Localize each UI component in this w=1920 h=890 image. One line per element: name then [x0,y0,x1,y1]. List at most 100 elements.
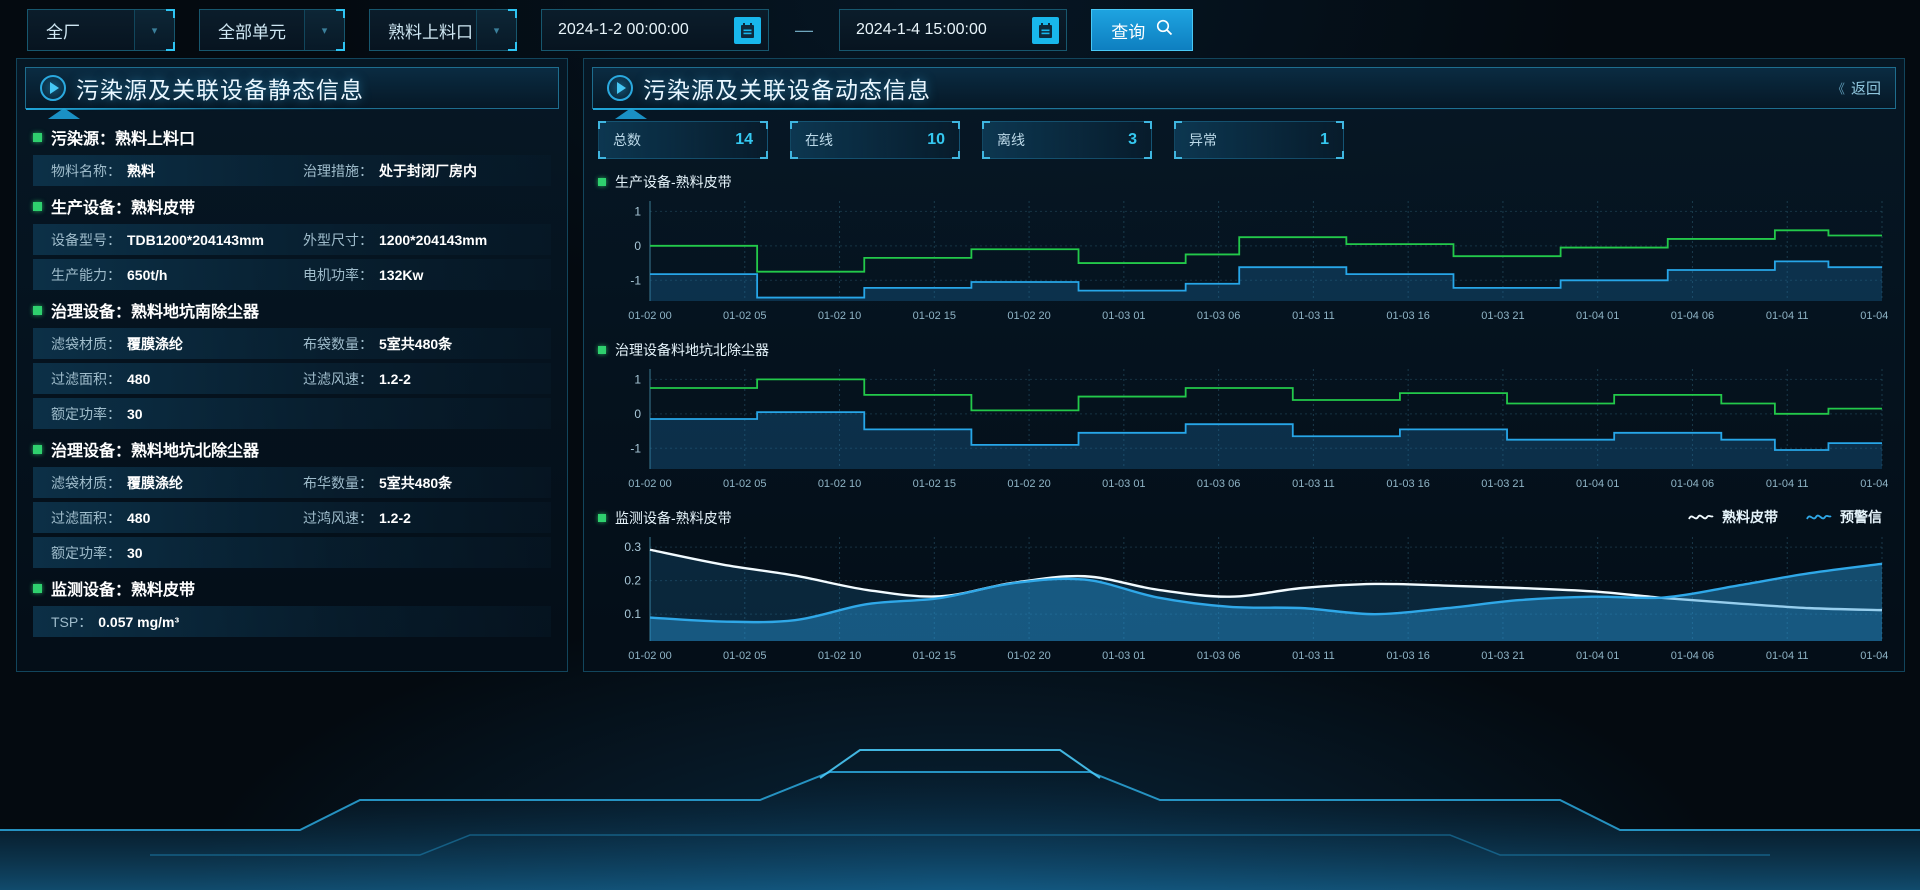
x-axis-tick-label: 01-04 15 [1860,310,1888,322]
info-label: 滤袋材质： [51,474,121,491]
info-cell: 额定功率： 30 [51,404,303,424]
source-select[interactable]: 熟料上料口 ▾ [369,9,517,51]
info-label: 过滤面积： [51,509,121,526]
info-cell: 布华数量： 5室共480条 [303,473,452,493]
x-axis-tick-label: 01-04 11 [1766,650,1809,662]
corner-accent [1144,151,1152,159]
status-badge-label: 在线 [805,132,833,148]
calendar-icon[interactable] [734,17,761,44]
status-badge-label: 总数 [613,132,641,148]
bullet-square-icon [598,514,606,522]
chevron-down-icon[interactable]: ▾ [134,10,174,50]
info-label: 物料名称： [51,162,121,179]
dynamic-info-header: 污染源及关联设备动态信息 《 返回 [592,67,1896,119]
info-value: 1.2-2 [379,370,411,387]
group-heading-label: 生产设备：熟料皮带 [51,200,196,217]
series-line [650,229,1882,273]
x-axis-tick-label: 01-04 06 [1671,478,1714,490]
x-axis-tick-label: 01-03 01 [1102,310,1145,322]
status-badge[interactable]: 异常 1 [1174,121,1344,159]
start-time-input[interactable]: 2024-1-2 00:00:00 [541,9,769,51]
chart-legend: 熟料皮带 预警信 [1688,507,1882,527]
plant-select[interactable]: 全厂 ▾ [27,9,175,51]
x-axis-tick-label: 01-03 21 [1481,478,1524,490]
x-axis-tick-label: 01-02 15 [913,310,956,322]
info-label: 过滤面积： [51,370,121,387]
group-heading-label: 治理设备：熟料地坑南除尘器 [51,304,260,321]
back-button-label: 返回 [1850,80,1881,98]
y-axis-tick-label: 0.1 [624,607,641,621]
legend-label: 熟料皮带 [1722,509,1778,525]
query-button[interactable]: 查询 [1091,9,1193,51]
status-badge[interactable]: 在线 10 [790,121,960,159]
bullet-square-icon [33,132,42,142]
x-axis-tick-label: 01-03 11 [1292,650,1335,662]
info-value: 覆膜涤纶 [127,335,183,352]
series-area [650,412,1882,469]
x-axis-tick-label: 01-03 06 [1197,310,1240,322]
chart-title: 生产设备-熟料皮带 [615,174,732,190]
corner-accent [982,121,990,129]
info-cell: 生产能力： 650t/h [51,265,303,285]
info-row: 过滤面积： 480 过鸿风速： 1.2-2 [33,502,551,533]
series-area [650,261,1882,301]
x-axis-tick-label: 01-02 10 [818,478,861,490]
info-cell: 物料名称： 熟料 [51,161,303,181]
calendar-icon[interactable] [1032,17,1059,44]
chart-block: 治理设备料地坑北除尘器 01-02 00 01-02 05 01-02 10 01-02… [598,339,1890,495]
bullet-square-icon [33,444,42,454]
status-badge-label: 异常 [1189,132,1217,148]
series-line [649,548,1883,612]
chart-plot: 01-02 00 01-02 05 01-02 10 01-02 15 01-02 20… [624,537,1888,662]
page-title: 污染源及关联设备静态信息 [76,77,364,103]
bullet-square-icon [598,178,606,186]
info-value: 132Kw [379,266,424,283]
corner-accent [982,151,990,159]
legend-line-icon [1806,514,1832,520]
chevron-down-icon[interactable]: ▾ [304,10,344,50]
unit-select[interactable]: 全部单元 ▾ [199,9,345,51]
info-label: TSP： [51,613,93,630]
info-value: 650t/h [127,266,168,283]
info-cell: 过滤面积： 480 [51,508,303,528]
info-cell: 设备型号： TDB1200*204143mm [51,230,303,250]
corner-accent [760,151,768,159]
group-heading: 生产设备：熟料皮带 [33,192,551,220]
group-heading: 治理设备：熟料地坑南除尘器 [33,296,551,324]
y-axis-tick-label: 1 [634,204,641,218]
info-value: 覆膜涤纶 [127,474,183,491]
legend-item[interactable]: 预警信 [1806,507,1882,527]
header-chevron-decor [48,108,80,119]
status-badge[interactable]: 离线 3 [982,121,1152,159]
info-row: 过滤面积： 480 过滤风速： 1.2-2 [33,363,551,394]
info-cell: TSP： 0.057 mg/m³ [51,612,303,632]
info-label: 过鸿风速： [303,509,373,526]
end-time-value: 2024-1-4 15:00:00 [856,21,987,38]
info-cell: 布袋数量： 5室共480条 [303,334,452,354]
back-button[interactable]: 《 返回 [1832,78,1881,99]
info-row: 滤袋材质： 覆膜涤纶 布华数量： 5室共480条 [33,467,551,498]
x-axis-tick-label: 01-02 20 [1007,478,1050,490]
info-row: 额定功率： 30 [33,537,551,568]
info-value: TDB1200*204143mm [127,231,264,248]
chart-header: 监测设备-熟料皮带 熟料皮带 预警信 [598,507,1890,529]
legend-item[interactable]: 熟料皮带 [1688,507,1778,527]
info-cell: 过滤风速： 1.2-2 [303,369,411,389]
info-row: 生产能力： 650t/h 电机功率： 132Kw [33,259,551,290]
status-badge[interactable]: 总数 14 [598,121,768,159]
info-value: 1200*204143mm [379,231,488,248]
info-label: 布华数量： [303,474,373,491]
x-axis-tick-label: 01-04 01 [1576,650,1619,662]
info-label: 额定功率： [51,544,121,561]
info-cell: 滤袋材质： 覆膜涤纶 [51,334,303,354]
end-time-input[interactable]: 2024-1-4 15:00:00 [839,9,1067,51]
corner-accent [598,121,606,129]
corner-accent [1174,121,1182,129]
info-row: 物料名称： 熟料 治理措施： 处于封闭厂房内 [33,155,551,186]
chevron-down-icon[interactable]: ▾ [476,10,516,50]
info-row: TSP： 0.057 mg/m³ [33,606,551,637]
x-axis-tick-label: 01-02 20 [1007,650,1050,662]
info-label: 额定功率： [51,405,121,422]
x-axis-tick-label: 01-02 00 [628,650,671,662]
status-badge-value: 1 [1320,131,1329,148]
